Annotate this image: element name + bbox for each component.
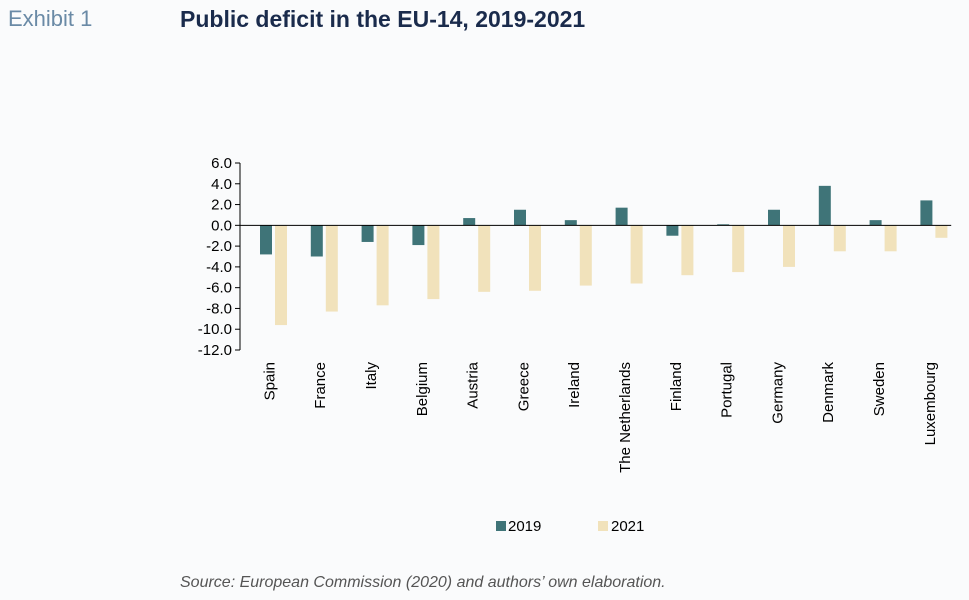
bar-2021 xyxy=(579,225,592,286)
legend-label-2021: 2021 xyxy=(611,518,644,535)
exhibit-label: Exhibit 1 xyxy=(8,6,93,31)
bar-2021 xyxy=(884,225,897,252)
x-category-label: Sweden xyxy=(871,362,888,416)
bar-2019 xyxy=(615,207,628,226)
x-category-label: Germany xyxy=(769,362,786,424)
y-tick-label: -8.0 xyxy=(206,300,232,317)
x-category-label: Portugal xyxy=(719,362,736,418)
y-tick-label: 4.0 xyxy=(211,176,232,193)
bar-2019 xyxy=(412,225,425,246)
x-category-label: Greece xyxy=(515,362,532,411)
x-axis: Spain France Italy Belgium Austria Greece Irel… xyxy=(240,224,952,473)
bar-2019 xyxy=(869,220,882,226)
y-tick-label: -6.0 xyxy=(206,280,232,297)
bar-2021 xyxy=(833,225,846,252)
bar-2019 xyxy=(717,224,730,226)
bar-2021 xyxy=(325,225,338,312)
legend: 2019 2021 xyxy=(496,518,644,535)
source-note: Source: European Commission (2020) and a… xyxy=(180,574,666,591)
x-category-label: The Netherlands xyxy=(617,362,634,473)
legend-label-2019: 2019 xyxy=(508,518,541,535)
bar-2021 xyxy=(376,225,389,306)
chart-title: Public deficit in the EU-14, 2019-2021 xyxy=(180,6,586,32)
bar-2021 xyxy=(630,225,643,284)
bar-2021 xyxy=(935,225,948,238)
bar-2021 xyxy=(427,225,440,300)
y-tick-label: -12.0 xyxy=(198,342,232,359)
y-tick-label: 6.0 xyxy=(211,155,232,172)
bar-2019 xyxy=(666,225,679,236)
y-tick-label: -2.0 xyxy=(206,238,232,255)
bar-2021 xyxy=(681,225,694,276)
x-category-label: Denmark xyxy=(820,362,837,423)
x-category-label: Finland xyxy=(668,362,685,411)
x-category-label: Italy xyxy=(363,362,380,390)
x-category-label: Luxembourg xyxy=(922,362,939,445)
x-category-label: Spain xyxy=(261,362,278,400)
bars xyxy=(260,185,948,326)
bar-2019 xyxy=(260,225,272,255)
bar-2019 xyxy=(463,218,476,226)
y-tick-label: -10.0 xyxy=(198,321,232,338)
y-tick-label: 0.0 xyxy=(211,217,232,234)
bar-2019 xyxy=(920,200,933,226)
x-category-label: Belgium xyxy=(414,362,431,416)
bar-2021 xyxy=(783,225,795,267)
bar-2019 xyxy=(818,185,831,226)
y-axis: 6.0 4.0 2.0 0.0 -2.0 -4.0 -6.0 -8.0 -10.0 -12.0 xyxy=(198,155,241,359)
bar-2019 xyxy=(361,225,374,242)
bar-2019 xyxy=(564,220,577,226)
legend-swatch-2021 xyxy=(598,521,608,531)
bar-2021 xyxy=(732,225,745,273)
legend-swatch-2019 xyxy=(496,521,506,531)
x-category-label: Ireland xyxy=(566,362,583,408)
x-category-label: France xyxy=(312,362,329,409)
x-category-label: Austria xyxy=(465,361,482,408)
bar-2021 xyxy=(529,225,541,291)
bar-2021 xyxy=(275,225,287,326)
y-tick-label: 2.0 xyxy=(211,197,232,214)
bar-2019 xyxy=(514,209,526,226)
bar-2019 xyxy=(310,225,323,257)
bar-2019 xyxy=(768,209,780,226)
y-tick-label: -4.0 xyxy=(206,259,232,276)
bar-2021 xyxy=(478,225,491,292)
